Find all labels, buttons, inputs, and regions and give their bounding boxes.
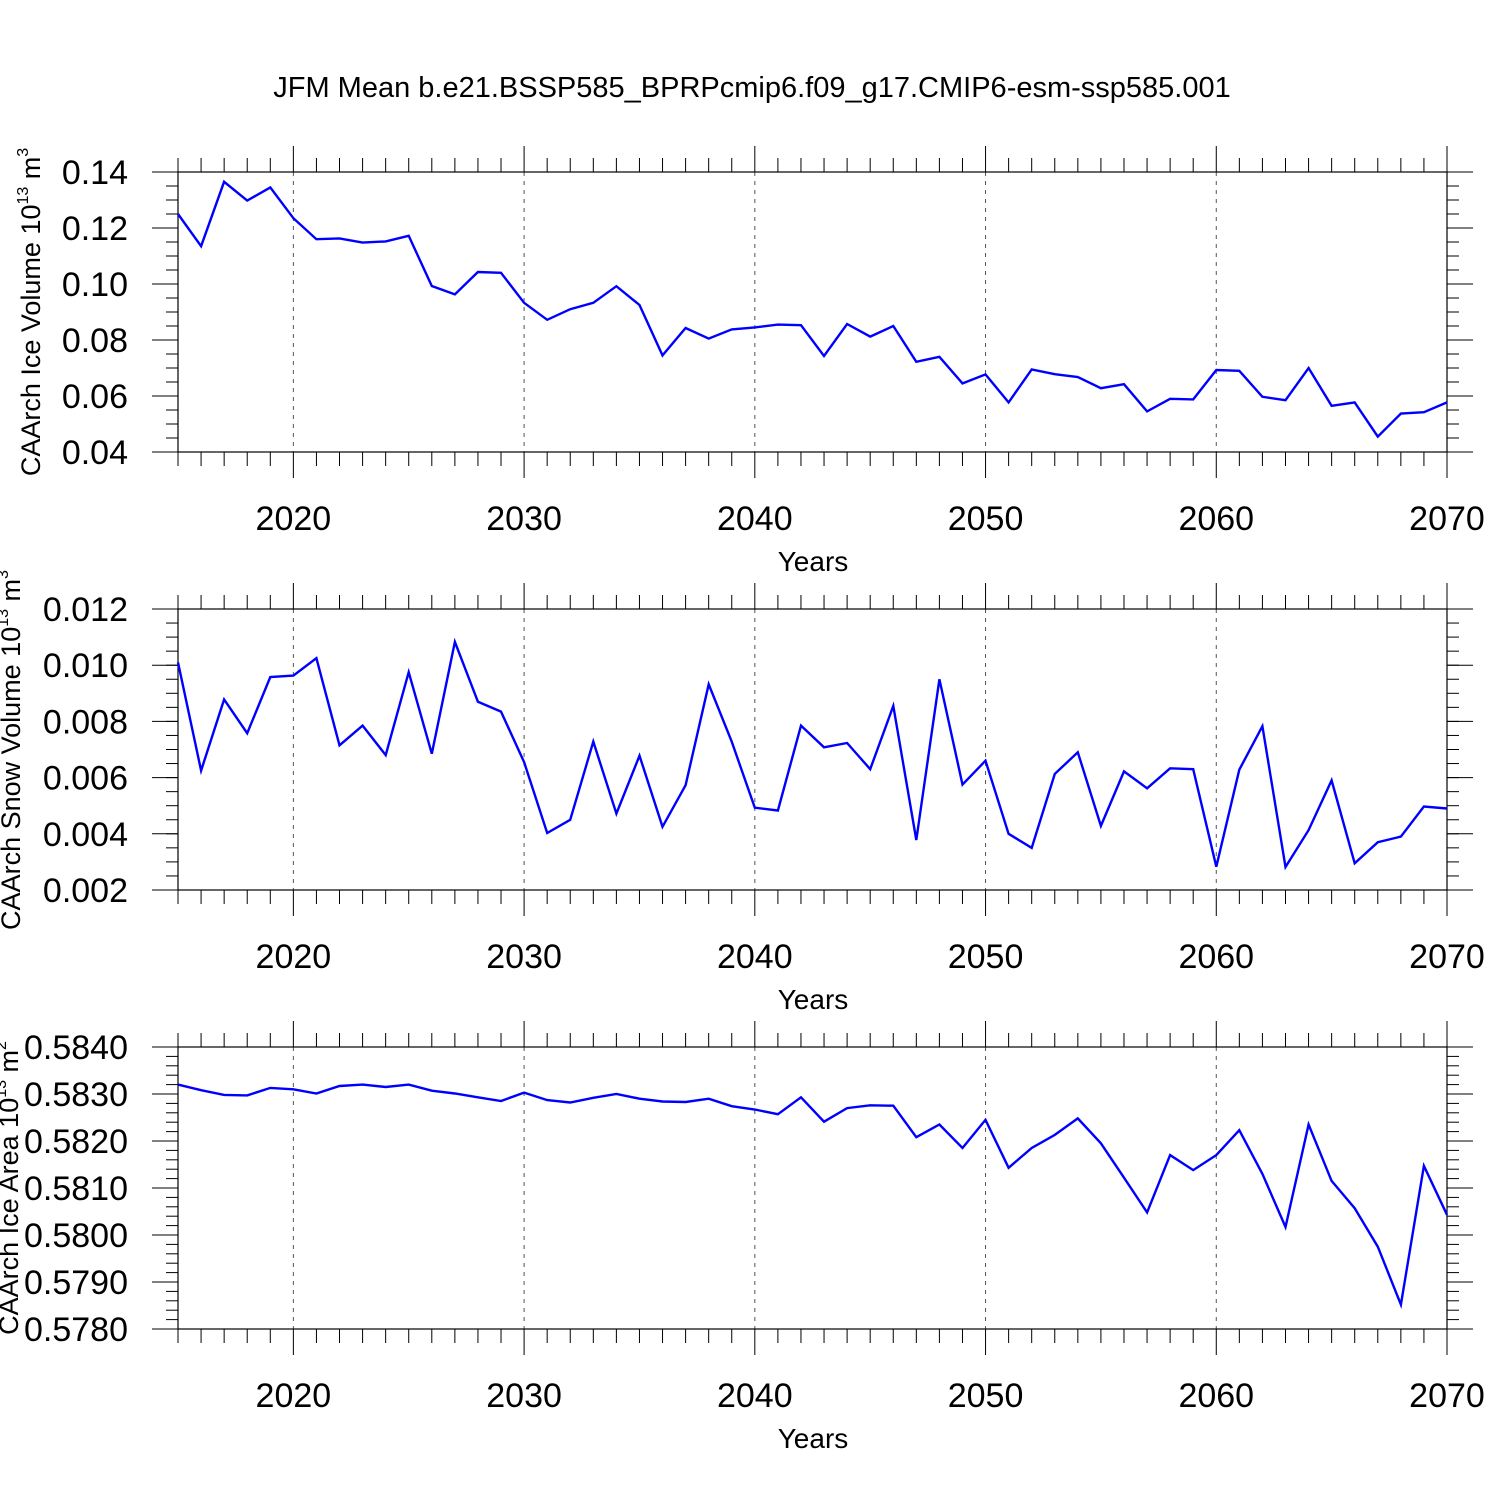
- y-axis-label-text: CAArch Ice Volume 10: [16, 205, 46, 477]
- y-axis-label-unit: m: [0, 579, 26, 609]
- x-axis-label: Years: [778, 546, 849, 577]
- y-tick-label: 0.012: [43, 591, 128, 629]
- y-axis-label: CAArch Snow Volume 1013 m3: [0, 570, 26, 930]
- x-tick-label: 2070: [1409, 1377, 1485, 1415]
- y-tick-label: 0.010: [43, 647, 128, 685]
- x-tick-label: 2020: [256, 938, 332, 976]
- y-axis-label-text: CAArch Ice Area 10: [0, 1098, 24, 1335]
- y-tick-label: 0.04: [62, 434, 128, 472]
- y-tick-label: 0.5830: [24, 1076, 128, 1114]
- y-axis-label-exponent: 13: [0, 1080, 10, 1098]
- y-tick-label: 0.008: [43, 703, 128, 741]
- y-tick-label: 0.5810: [24, 1170, 128, 1208]
- series-line: [177, 1083, 1449, 1310]
- x-tick-label: 2030: [486, 500, 562, 538]
- y-tick-label: 0.08: [62, 322, 128, 360]
- y-tick-label: 0.5790: [24, 1264, 128, 1302]
- x-tick-label: 2070: [1409, 938, 1485, 976]
- x-tick-label: 2060: [1178, 938, 1254, 976]
- y-tick-label: 0.5800: [24, 1217, 128, 1255]
- y-axis-label: CAArch Ice Volume 1013 m3: [15, 148, 46, 476]
- x-axis-label: Years: [778, 1423, 849, 1454]
- y-axis-label-text: CAArch Snow Volume 10: [0, 627, 26, 930]
- series-line: [176, 637, 1448, 871]
- x-tick-label: 2070: [1409, 500, 1485, 538]
- figure-title: JFM Mean b.e21.BSSP585_BPRPcmip6.f09_g17…: [273, 72, 1231, 104]
- y-tick-label: 0.06: [62, 378, 128, 416]
- y-axis-label-unit: m: [0, 1050, 24, 1080]
- y-axis-label-unit-exponent: 3: [15, 148, 32, 157]
- x-tick-label: 2020: [256, 1377, 332, 1415]
- y-axis-label-unit-exponent: 3: [0, 570, 12, 579]
- y-tick-label: 0.10: [62, 266, 128, 304]
- x-tick-label: 2050: [948, 1377, 1024, 1415]
- series-line: [177, 179, 1448, 439]
- panel-2: 0.002 0.004 0.006 0.008 0.010 0.012 2020 2030 20…: [0, 570, 1485, 1015]
- y-tick-label: 0.5840: [24, 1029, 128, 1067]
- panel-1: 0.04 0.06 0.08 0.10 0.12 0.14 2020 2030 2040 2050…: [15, 146, 1485, 577]
- x-tick-label: 2060: [1178, 1377, 1254, 1415]
- y-tick-label: 0.006: [43, 760, 128, 798]
- y-tick-label: 0.5780: [24, 1311, 128, 1349]
- x-axis-label: Years: [778, 984, 849, 1015]
- x-tick-label: 2040: [717, 1377, 793, 1415]
- x-tick-label: 2060: [1178, 500, 1254, 538]
- x-tick-label: 2050: [948, 500, 1024, 538]
- y-tick-label: 0.002: [43, 872, 128, 910]
- y-axis-label-unit: m: [16, 157, 46, 187]
- x-tick-label: 2020: [256, 500, 332, 538]
- y-tick-label: 0.5820: [24, 1123, 128, 1161]
- chart-panels: 0.04 0.06 0.08 0.10 0.12 0.14 2020 2030 2040 2050…: [0, 146, 1485, 1454]
- panel-3: 0.5780 0.5790 0.5800 0.5810 0.5820 0.5830 0.58…: [0, 1021, 1485, 1454]
- y-axis-label-exponent: 13: [0, 609, 12, 627]
- x-tick-label: 2040: [717, 938, 793, 976]
- x-tick-label: 2040: [717, 500, 793, 538]
- x-tick-label: 2030: [486, 1377, 562, 1415]
- y-axis-label-unit-exponent: 2: [0, 1041, 10, 1050]
- x-tick-label: 2050: [948, 938, 1024, 976]
- y-axis-label: CAArch Ice Area 1013 m2: [0, 1041, 24, 1335]
- y-tick-label: 0.12: [62, 210, 128, 248]
- y-axis-label-exponent: 13: [15, 187, 32, 205]
- y-tick-label: 0.004: [43, 816, 128, 854]
- x-tick-label: 2030: [486, 938, 562, 976]
- y-tick-label: 0.14: [62, 154, 128, 192]
